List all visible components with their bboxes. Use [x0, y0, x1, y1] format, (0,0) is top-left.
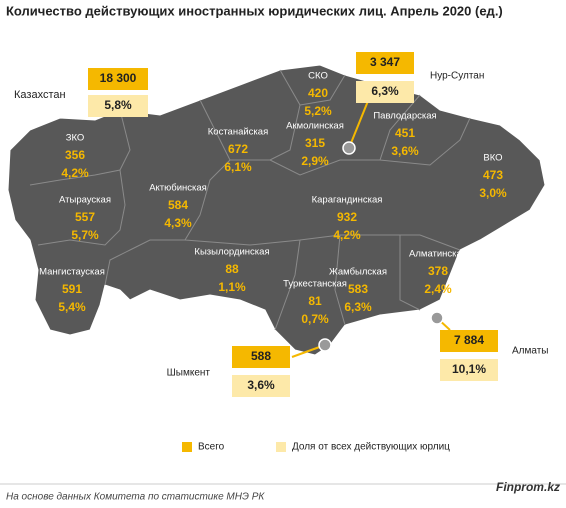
region-total: 473	[483, 168, 503, 182]
region-share: 5,2%	[304, 104, 332, 118]
region-name: Атырауская	[59, 195, 111, 206]
legend-label: Всего	[198, 442, 225, 453]
region-name: ВКО	[483, 153, 502, 164]
region-share: 4,2%	[333, 228, 361, 242]
region-name: Кызылординская	[194, 247, 269, 258]
region-total: 356	[65, 148, 85, 162]
legend-swatch	[276, 442, 286, 452]
region-name: Мангистауская	[39, 267, 105, 278]
region-name: Жамбылская	[329, 267, 387, 278]
city-share: 3,6%	[247, 378, 275, 392]
region-share: 3,6%	[391, 144, 419, 158]
country-share: 5,8%	[104, 98, 132, 112]
region-total: 672	[228, 142, 248, 156]
city-share-box	[440, 359, 498, 381]
city-total: 7 884	[454, 333, 484, 347]
region-share: 1,1%	[218, 280, 246, 294]
region-name: СКО	[308, 71, 328, 82]
city-total-box	[440, 330, 498, 352]
country-total-box	[88, 68, 148, 90]
region-total: 315	[305, 136, 325, 150]
region-name: ЗКО	[66, 133, 85, 144]
region-share: 2,4%	[424, 282, 452, 296]
city-share: 6,3%	[371, 84, 399, 98]
country-share-box	[88, 95, 148, 117]
region-name: Туркестанская	[283, 279, 347, 290]
city-total-box	[232, 346, 290, 368]
region-total: 420	[308, 86, 328, 100]
legend-label: Доля от всех действующих юрлиц	[292, 442, 450, 453]
city-marker	[318, 338, 332, 352]
region-name: Павлодарская	[373, 111, 436, 122]
region-total: 583	[348, 282, 368, 296]
region-total: 591	[62, 282, 82, 296]
city-share-box	[232, 375, 290, 397]
city-name: Шымкент	[167, 368, 211, 379]
region-name: Алматинская	[409, 249, 467, 260]
region-total: 932	[337, 210, 357, 224]
region-borders	[29, 69, 471, 331]
region-share: 2,9%	[301, 154, 329, 168]
city-marker	[342, 141, 356, 155]
city-share: 10,1%	[452, 362, 486, 376]
country-total: 18 300	[100, 71, 137, 85]
city-total: 588	[251, 349, 271, 363]
region-name: Актюбинская	[149, 183, 207, 194]
city-name: Нур-Султан	[430, 71, 484, 82]
region-share: 6,3%	[344, 300, 372, 314]
city-name: Алматы	[512, 346, 549, 357]
region-total: 378	[428, 264, 448, 278]
region-share: 0,7%	[301, 312, 329, 326]
city-leader	[348, 95, 371, 149]
brand: Finprom.kz	[496, 480, 560, 494]
country-name: Казахстан	[14, 89, 66, 101]
city-total: 3 347	[370, 55, 400, 69]
source: На основе данных Комитета по статистике …	[6, 492, 265, 503]
region-share: 4,2%	[61, 166, 89, 180]
city-share-box	[356, 81, 414, 103]
region-total: 88	[225, 262, 239, 276]
region-total: 81	[308, 294, 322, 308]
legend-swatch	[182, 442, 192, 452]
city-marker	[430, 311, 444, 325]
region-share: 3,0%	[479, 186, 507, 200]
labels: ЗКО 356 4,2% Атырауская 557 5,7% Мангистауская…	[14, 52, 549, 453]
region-share: 5,7%	[71, 228, 99, 242]
region-name: Карагандинская	[312, 195, 383, 206]
region-share: 4,3%	[164, 216, 192, 230]
region-total: 451	[395, 126, 415, 140]
region-name: Акмолинская	[286, 121, 344, 132]
region-share: 5,4%	[58, 300, 86, 314]
city-total-box	[356, 52, 414, 74]
region-total: 557	[75, 210, 95, 224]
title: Количество действующих иностранных юриди…	[6, 3, 503, 18]
region-name: Костанайская	[208, 127, 268, 138]
region-share: 6,1%	[224, 160, 252, 174]
region-total: 584	[168, 198, 188, 212]
map	[7, 64, 546, 356]
